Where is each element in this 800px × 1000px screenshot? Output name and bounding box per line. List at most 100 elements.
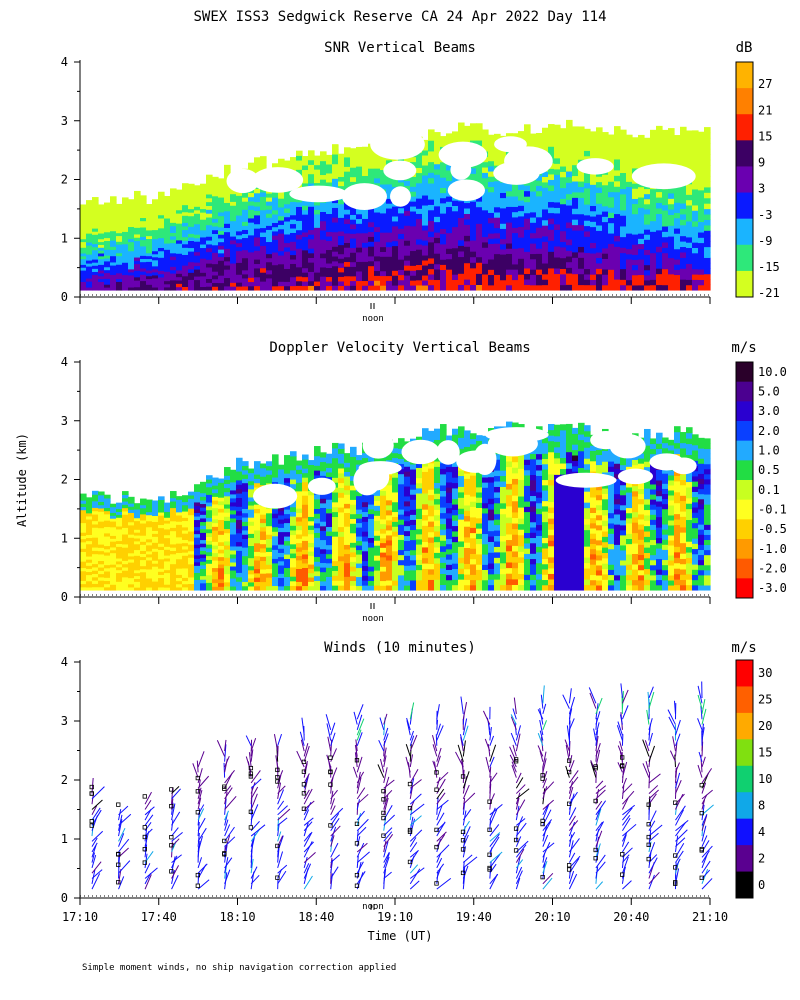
heatmap-cell (104, 257, 111, 262)
colorbar-label: 15 (758, 129, 772, 143)
heatmap-cell (458, 200, 465, 207)
heatmap-cell (170, 195, 177, 200)
heatmap-cell (698, 205, 705, 212)
heatmap-cell (290, 529, 297, 536)
heatmap-cell (380, 265, 387, 272)
heatmap-cell (188, 258, 195, 263)
heatmap-cell (302, 169, 309, 175)
heatmap-cell (476, 245, 483, 252)
heatmap-cell (134, 563, 141, 568)
heatmap-cell (386, 584, 393, 591)
heatmap-cell (368, 527, 375, 534)
heatmap-cell (302, 531, 309, 537)
heatmap-cell (98, 218, 105, 223)
heatmap-cell (92, 520, 99, 525)
heatmap-cell (290, 245, 297, 251)
heatmap-cell (158, 217, 165, 222)
heatmap-cell (680, 208, 687, 215)
heatmap-cell (272, 201, 279, 207)
heatmap-cell (266, 285, 273, 291)
heatmap-cell (134, 578, 141, 582)
heatmap-cell (224, 573, 231, 579)
heatmap-cell (302, 495, 309, 501)
heatmap-cell (512, 263, 519, 270)
heatmap-cell (392, 506, 399, 513)
heatmap-cell (368, 508, 375, 515)
heatmap-cell (158, 286, 165, 291)
heatmap-cell (122, 262, 129, 266)
heatmap-cell (182, 261, 189, 266)
heatmap-cell (404, 270, 411, 276)
heatmap-cell (332, 521, 339, 527)
heatmap-cell (332, 452, 339, 459)
heatmap-cell (698, 131, 705, 138)
heatmap-cell (362, 146, 369, 153)
heatmap-cell (200, 226, 207, 231)
heatmap-cell (410, 494, 417, 500)
heatmap-cell (164, 587, 171, 591)
heatmap-cell (206, 513, 213, 518)
heatmap-cell (86, 503, 93, 508)
heatmap-cell (338, 262, 345, 268)
heatmap-cell (110, 503, 117, 508)
heatmap-cell (362, 555, 369, 562)
heatmap-cell (80, 244, 87, 248)
heatmap-cell (368, 158, 375, 164)
heatmap-cell (266, 551, 273, 557)
heatmap-cell (212, 267, 219, 272)
heatmap-cell (128, 583, 135, 588)
heatmap-cell (392, 526, 399, 532)
heatmap-cell (122, 212, 129, 217)
heatmap-cell (242, 491, 249, 497)
heatmap-cell (290, 460, 297, 466)
heatmap-cell (206, 243, 213, 249)
heatmap-cell (686, 220, 693, 227)
heatmap-cell (542, 214, 549, 221)
heatmap-cell (110, 208, 117, 213)
heatmap-cell (164, 502, 171, 507)
heatmap-cell (368, 551, 375, 558)
heatmap-cell (272, 247, 279, 253)
heatmap-cell (86, 583, 93, 588)
heatmap-cell (176, 253, 183, 258)
heatmap-cell (140, 510, 147, 515)
heatmap-cell (356, 495, 363, 501)
heatmap-cell (344, 232, 351, 239)
heatmap-cell (428, 204, 435, 211)
heatmap-cell (572, 153, 579, 160)
gap (341, 183, 387, 210)
heatmap-cell (560, 155, 567, 162)
heatmap-cell (686, 204, 693, 211)
heatmap-cell (146, 544, 153, 549)
heatmap-cell (422, 239, 429, 246)
heatmap-cell (314, 258, 321, 264)
gap (289, 185, 348, 203)
heatmap-cell (356, 504, 363, 510)
heatmap-cell (164, 214, 171, 219)
heatmap-cell (476, 239, 483, 247)
heatmap-cell (494, 133, 501, 140)
heatmap-cell (380, 217, 387, 224)
heatmap-cell (350, 499, 357, 505)
heatmap-cell (146, 532, 153, 537)
heatmap-cell (86, 528, 93, 532)
heatmap-cell (230, 189, 237, 195)
heatmap-cell (242, 559, 249, 565)
heatmap-cell (428, 515, 435, 522)
heatmap-cell (128, 223, 135, 228)
heatmap-cell (260, 200, 267, 206)
heatmap-cell (314, 182, 321, 188)
heatmap-cell (506, 237, 513, 244)
heatmap-cell (398, 284, 405, 291)
heatmap-cell (308, 275, 315, 282)
heatmap-cell (698, 184, 705, 191)
heatmap-cell (278, 272, 285, 278)
heatmap-cell (482, 166, 489, 173)
heatmap-cell (212, 278, 219, 284)
heatmap-cell (98, 498, 105, 502)
heatmap-cell (404, 185, 411, 191)
heatmap-cell (98, 527, 105, 532)
heatmap-cell (146, 535, 153, 540)
heatmap-cell (218, 178, 225, 183)
heatmap-cell (686, 146, 693, 153)
